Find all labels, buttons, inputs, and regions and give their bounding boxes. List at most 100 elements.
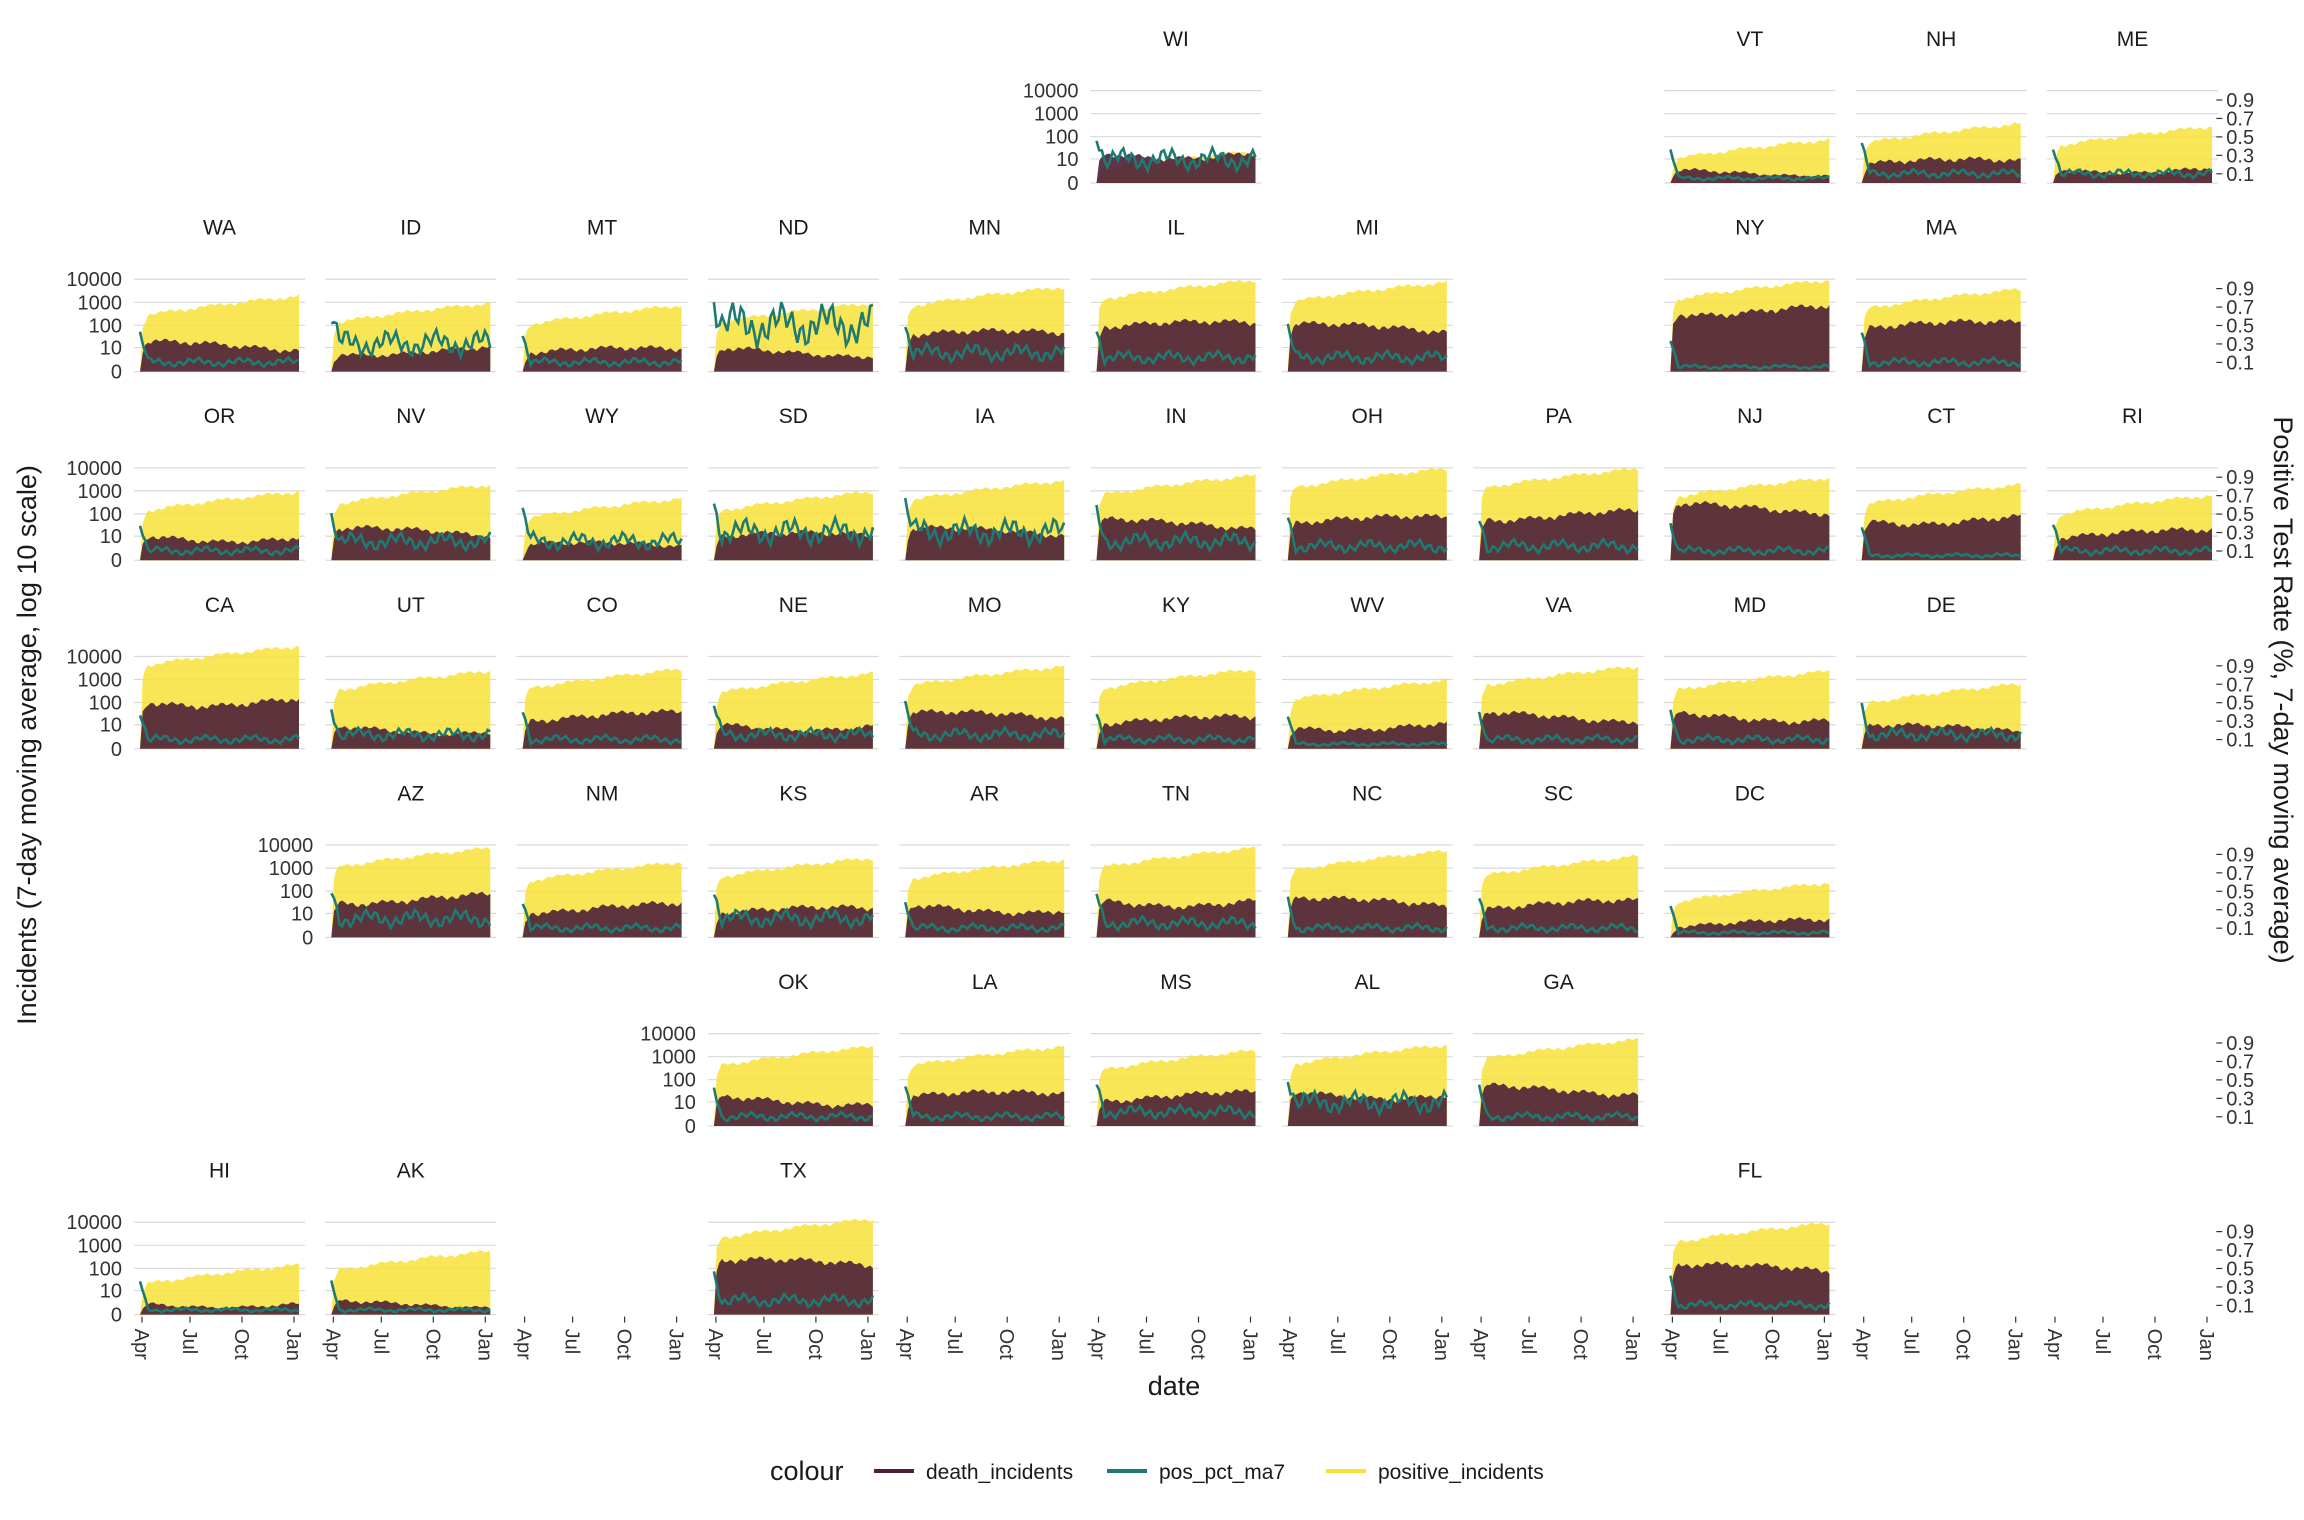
- x-tick-label: Oct: [1378, 1329, 1400, 1361]
- positive-incidents-area: [2053, 126, 2212, 183]
- facet-strip-label: VT: [1736, 28, 1763, 51]
- y-tick-label: 0: [111, 1305, 122, 1327]
- facet-panel-mi: MI: [1281, 217, 1453, 373]
- facet-panel-il: IL: [1090, 217, 1262, 373]
- y2-tick-label: 0.7: [2226, 1240, 2254, 1262]
- death-incidents-area: [331, 891, 491, 938]
- facet-strip-label: SD: [779, 405, 808, 428]
- facet-strip-label: MT: [587, 217, 617, 240]
- facet-strip-label: VA: [1545, 594, 1571, 617]
- y2-tick-label: 0.1: [2226, 352, 2254, 374]
- y2-tick-label: 0.3: [2226, 145, 2254, 167]
- y-tick-label: 100: [663, 1070, 696, 1092]
- y-tick-label: 10000: [1023, 81, 1079, 103]
- facet-strip-label: AL: [1354, 971, 1380, 994]
- x-tick-label: Jul: [2091, 1329, 2113, 1355]
- facet-panel-ma: MA: [1855, 217, 2027, 373]
- facet-strip-label: CO: [586, 594, 618, 617]
- pos-pct-ma7-line: [1477, 711, 1639, 746]
- y2-tick-label: 0.1: [2226, 164, 2254, 186]
- x-tick-label: Apr: [130, 1329, 152, 1360]
- y-tick-label: 100: [89, 315, 122, 337]
- pos-pct-ma7-line: [1669, 905, 1830, 937]
- legend-label-death: death_incidents: [926, 1461, 1073, 1484]
- facet-panel-in: IN: [1090, 405, 1262, 561]
- x-tick-label: Oct: [1187, 1329, 1209, 1361]
- y-tick-label: 1000: [78, 292, 123, 314]
- facet-strip-label: NV: [396, 405, 425, 428]
- death-incidents-area: [331, 726, 491, 749]
- y-tick-label: 1000: [78, 481, 123, 503]
- facet-strip-label: WY: [585, 405, 619, 428]
- facet-strip-label: SC: [1544, 782, 1573, 805]
- pos-pct-ma7-line: [330, 320, 492, 362]
- pos-pct-ma7-line: [712, 1271, 875, 1309]
- y2-tick-label: 0.9: [2226, 844, 2254, 866]
- facet-strip-label: MI: [1356, 217, 1379, 240]
- x-tick-label: Apr: [895, 1329, 917, 1360]
- facet-strip-label: MD: [1734, 594, 1767, 617]
- pos-pct-ma7-line: [1669, 1275, 1831, 1312]
- pos-pct-ma7-line: [1860, 527, 2022, 560]
- death-incidents-area: [713, 722, 873, 749]
- x-tick-label: Jan: [282, 1329, 304, 1361]
- y2-tick-label: 0.1: [2226, 1107, 2254, 1129]
- facet-strip-label: NH: [1926, 28, 1956, 51]
- facet-strip-label: MN: [968, 217, 1001, 240]
- facet-strip-label: NY: [1735, 217, 1764, 240]
- x-tick-label: Jan: [1239, 1329, 1261, 1361]
- pos-pct-ma7-line: [1095, 504, 1257, 554]
- pos-pct-ma7-line: [1477, 1084, 1639, 1124]
- x-tick-label: Oct: [421, 1329, 443, 1361]
- pos-pct-ma7-line: [1095, 713, 1257, 747]
- facet-strip-label: NM: [586, 782, 619, 805]
- facet-strip-label: OR: [204, 405, 236, 428]
- x-tick-label: Apr: [1469, 1329, 1491, 1360]
- x-tick-label: Jan: [856, 1329, 878, 1361]
- death-incidents-area: [713, 346, 873, 372]
- y2-tick-label: 0.9: [2226, 1222, 2254, 1244]
- facet-strip-label: OK: [778, 971, 808, 994]
- pos-pct-ma7-line: [712, 503, 875, 550]
- y2-tick-label: 0.5: [2226, 504, 2254, 526]
- y2-tick-label: 0.7: [2226, 863, 2254, 885]
- pos-pct-ma7-line: [1669, 522, 1830, 558]
- y-axis-title: Incidents (7-day moving average, log 10 …: [12, 465, 42, 1025]
- pos-pct-ma7-line: [1860, 142, 2022, 181]
- y-tick-label: 100: [280, 881, 313, 903]
- pos-pct-ma7-line: [1095, 331, 1257, 368]
- facet-panel-mt: MT: [516, 217, 688, 373]
- y2-tick-label: 0.9: [2226, 279, 2254, 301]
- facet-panel-la: LA: [899, 971, 1071, 1127]
- y-tick-label: 10: [291, 903, 313, 925]
- pos-pct-ma7-line: [138, 1280, 300, 1314]
- y-tick-label: 10: [100, 338, 122, 360]
- facet-panel-va: VA: [1473, 594, 1645, 750]
- y2-tick-label: 0.7: [2226, 486, 2254, 508]
- y2-tick-label: 0.9: [2226, 90, 2254, 112]
- facet-panel-ga: GA: [1473, 971, 1645, 1127]
- pos-pct-ma7-line: [521, 903, 683, 935]
- x-axes: Apr Jul Oct Jan Apr Jul Oct Jan Apr Jul Oct Jan Apr J…: [130, 1316, 2217, 1361]
- pos-pct-ma7-line: [1669, 149, 1830, 182]
- y-tick-label: 10: [100, 526, 122, 548]
- x-tick-label: Jan: [2004, 1329, 2026, 1361]
- y2-tick-label: 0.3: [2226, 1277, 2254, 1299]
- pos-pct-ma7-line: [903, 700, 1066, 744]
- y-tick-label: 10: [674, 1092, 696, 1114]
- facet-strip-label: ID: [400, 217, 421, 240]
- y2-tick-label: 0.1: [2226, 918, 2254, 940]
- x-tick-label: Jul: [1517, 1329, 1539, 1355]
- pos-pct-ma7-line: [1860, 702, 2022, 744]
- x-tick-label: Jul: [178, 1329, 200, 1355]
- facet-strip-label: AK: [397, 1160, 425, 1183]
- facet-strip-label: KS: [779, 782, 807, 805]
- x-tick-label: Jan: [1047, 1329, 1069, 1361]
- pos-pct-ma7-line: [712, 301, 874, 350]
- facet-panel-wy: WY: [516, 405, 688, 561]
- x-tick-label: Apr: [1278, 1329, 1300, 1360]
- positive-incidents-area: [331, 1250, 491, 1315]
- y-tick-label: 10000: [640, 1024, 696, 1046]
- facet-panel-de: DE: [1855, 594, 2027, 750]
- pos-pct-ma7-line: [2051, 149, 2213, 180]
